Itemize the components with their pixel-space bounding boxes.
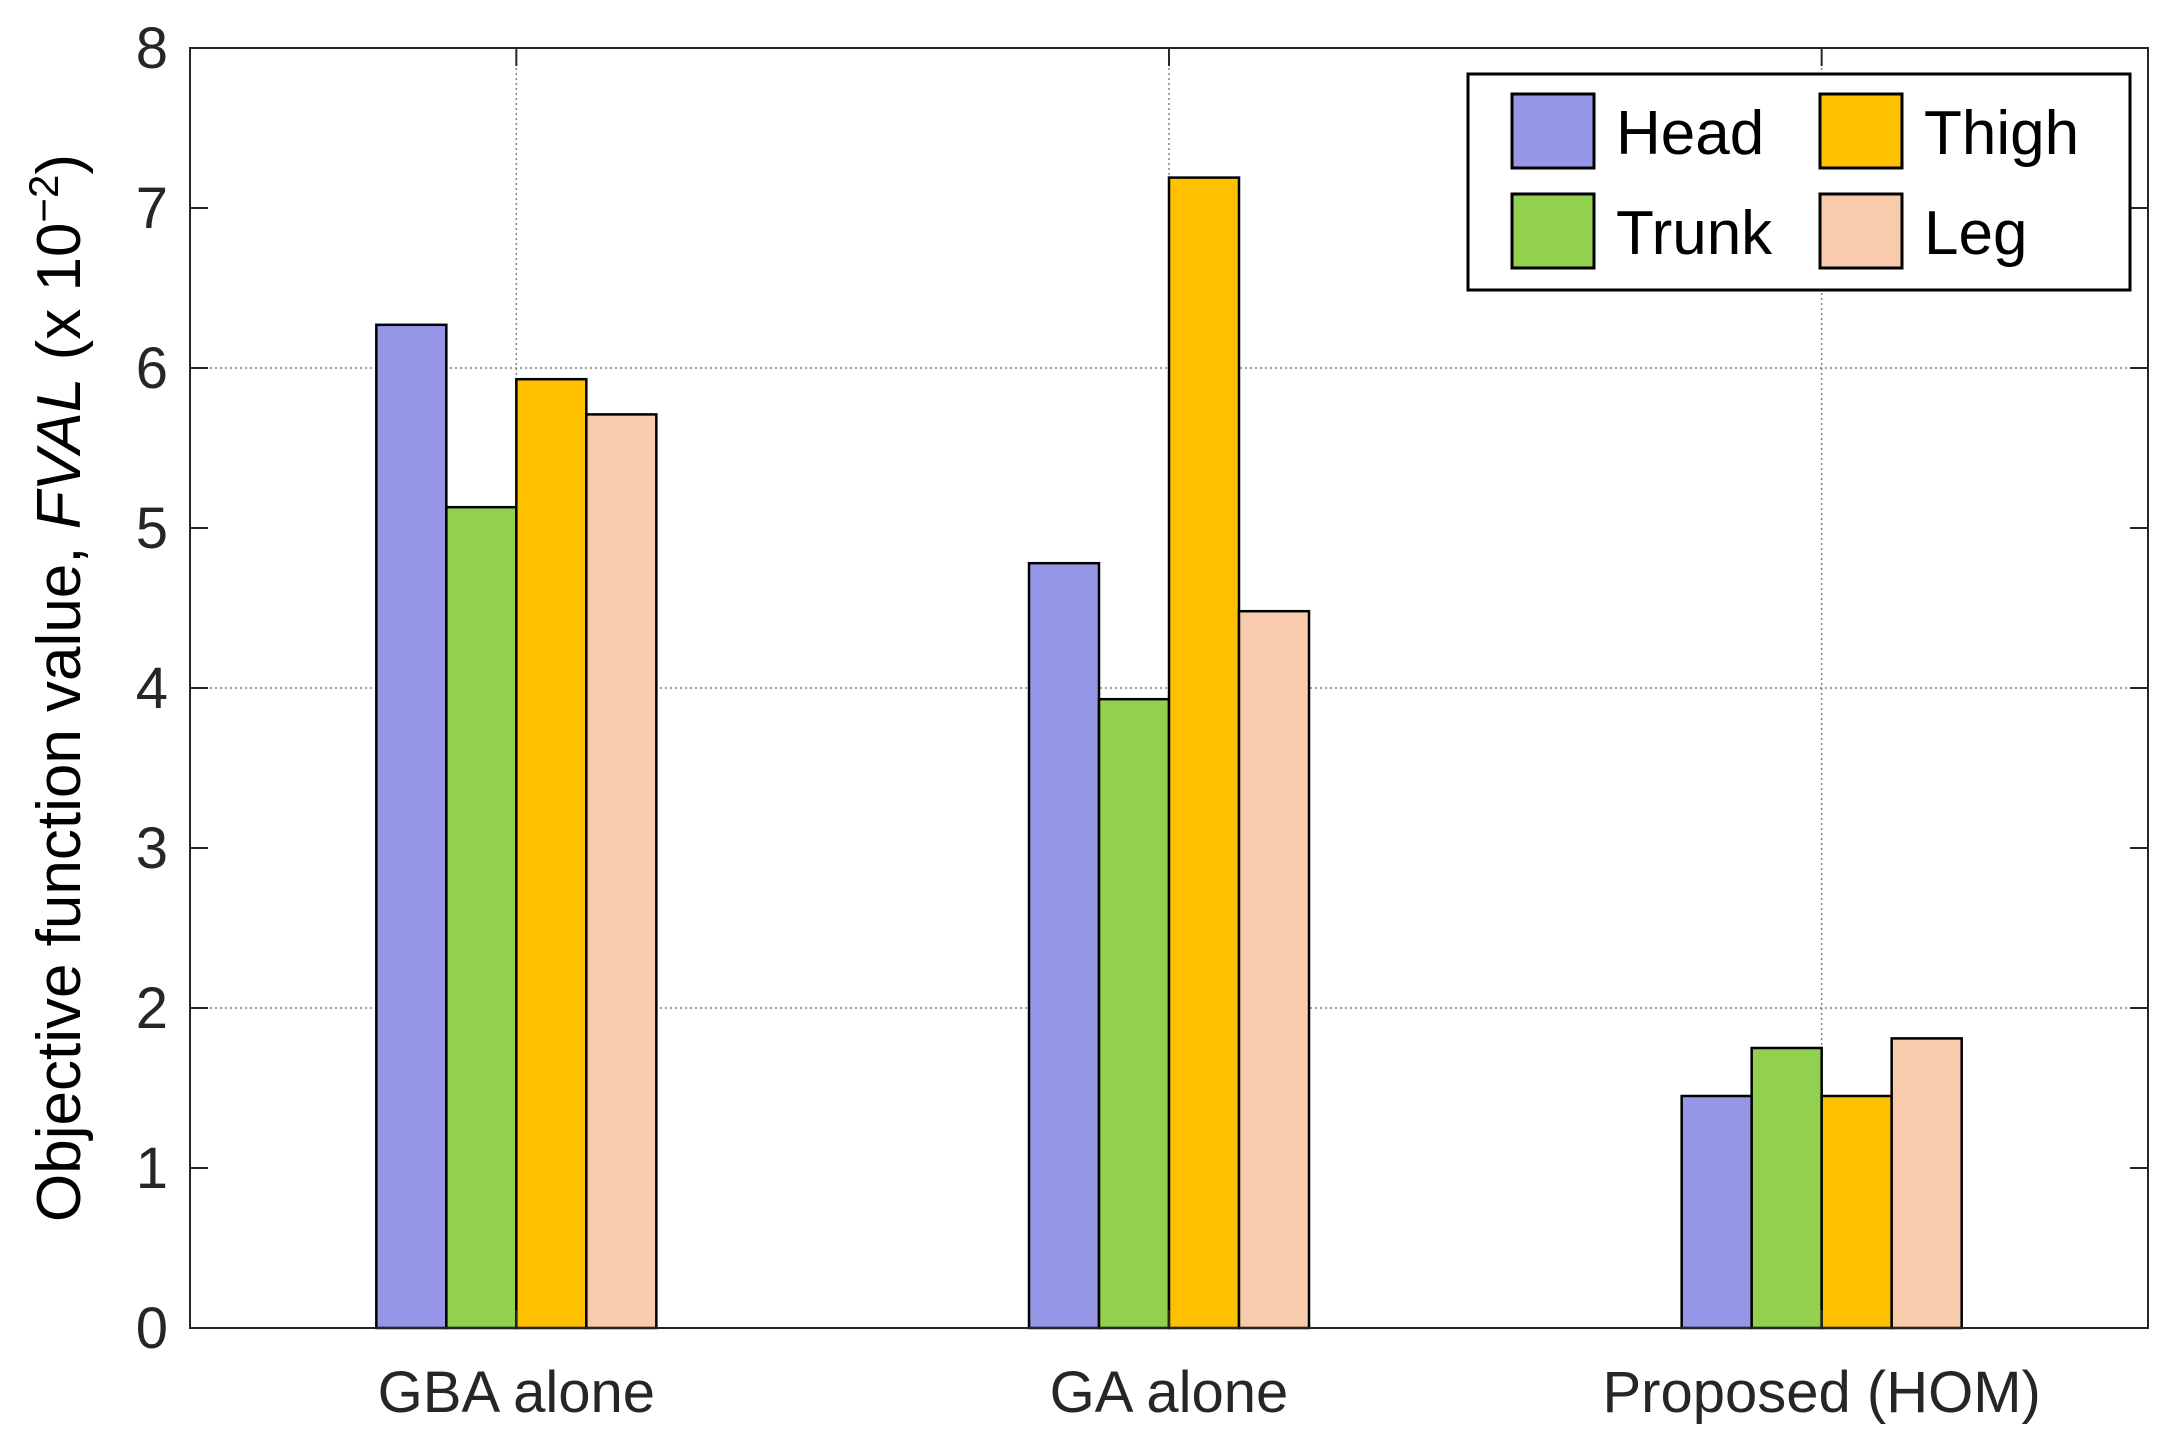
legend-swatch-thigh bbox=[1818, 92, 1904, 170]
y-tick-label: 6 bbox=[136, 336, 168, 401]
legend-swatch-trunk bbox=[1510, 192, 1596, 270]
bar-trunk-1 bbox=[1097, 697, 1171, 1330]
x-category-label: Proposed (HOM) bbox=[1602, 1360, 2040, 1425]
legend-label-thigh: Thigh bbox=[1924, 99, 2079, 168]
axis-ticks bbox=[190, 47, 2148, 1329]
legend-label-leg: Leg bbox=[1924, 199, 2027, 268]
legend-swatch-leg bbox=[1818, 192, 1904, 270]
bar-leg-0 bbox=[585, 413, 658, 1330]
y-axis-label: Objective function value, FVAL (x 10−2) bbox=[20, 154, 94, 1222]
y-tick-label: 4 bbox=[136, 656, 168, 721]
bar-head-0 bbox=[375, 323, 448, 1330]
bar-thigh-0 bbox=[515, 377, 588, 1330]
bar-leg-1 bbox=[1237, 609, 1311, 1330]
y-tick-label: 7 bbox=[136, 176, 168, 241]
bar-head-1 bbox=[1027, 561, 1101, 1330]
y-tick-label: 2 bbox=[136, 976, 168, 1041]
bar-leg-2 bbox=[1890, 1037, 1963, 1330]
legend-label-head: Head bbox=[1616, 99, 1764, 168]
x-category-label: GBA alone bbox=[378, 1360, 655, 1425]
bar-trunk-2 bbox=[1750, 1046, 1823, 1330]
y-tick-label: 5 bbox=[136, 496, 168, 561]
bar-thigh-2 bbox=[1820, 1094, 1893, 1330]
legend-label-trunk: Trunk bbox=[1616, 199, 1773, 268]
y-tick-label: 0 bbox=[136, 1296, 168, 1361]
bar-thigh-1 bbox=[1167, 176, 1241, 1330]
legend-swatch-head bbox=[1510, 92, 1596, 170]
x-category-label: GA alone bbox=[1050, 1360, 1289, 1425]
bars-group bbox=[375, 176, 1963, 1330]
x-category-labels: GBA alone GA alone Proposed (HOM) bbox=[378, 1360, 2041, 1425]
y-tick-labels: 0 1 2 3 4 5 6 7 8 bbox=[136, 16, 168, 1361]
y-tick-label: 8 bbox=[136, 16, 168, 81]
y-tick-label: 1 bbox=[136, 1136, 168, 1201]
legend: Head Trunk Thigh Leg bbox=[1466, 72, 2132, 292]
y-tick-label: 3 bbox=[136, 816, 168, 881]
bar-trunk-0 bbox=[445, 505, 518, 1330]
bar-head-2 bbox=[1680, 1094, 1753, 1330]
